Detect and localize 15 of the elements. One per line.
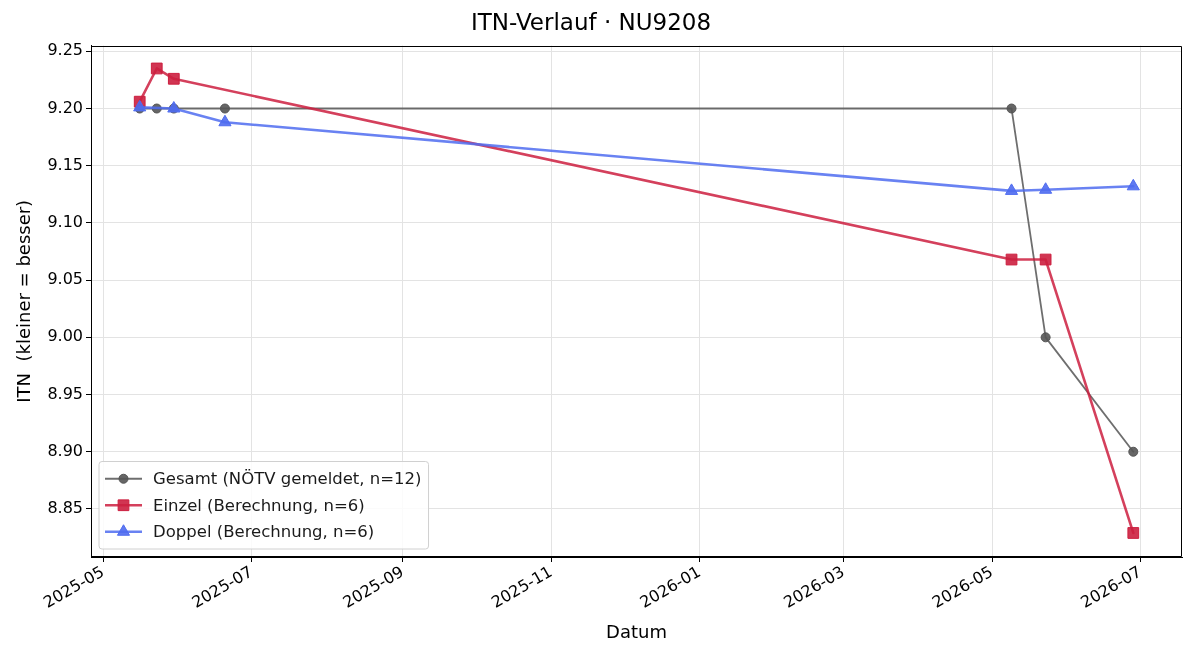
y-tick-label: 9.20: [47, 97, 83, 117]
y-tick-label: 9.15: [47, 154, 83, 174]
y-axis-title: ITN (kleiner = besser): [13, 199, 35, 403]
legend-label: Einzel (Berechnung, n=6): [153, 495, 365, 515]
y-tick-label: 9.25: [47, 40, 83, 60]
y-tick-label: 8.90: [47, 440, 83, 460]
legend-label: Gesamt (NÖTV gemeldet, n=12): [153, 469, 422, 489]
y-tick-label: 9.00: [47, 326, 83, 346]
y-tick-label: 8.85: [47, 498, 83, 518]
y-tick-label: 9.05: [47, 269, 83, 289]
x-axis-title: Datum: [606, 620, 667, 642]
y-tick-label: 9.10: [47, 212, 83, 232]
y-tick-label: 8.95: [47, 383, 83, 403]
legend-label: Doppel (Berechnung, n=6): [153, 522, 375, 542]
chart-title: ITN-Verlauf · NU9208: [470, 8, 712, 35]
